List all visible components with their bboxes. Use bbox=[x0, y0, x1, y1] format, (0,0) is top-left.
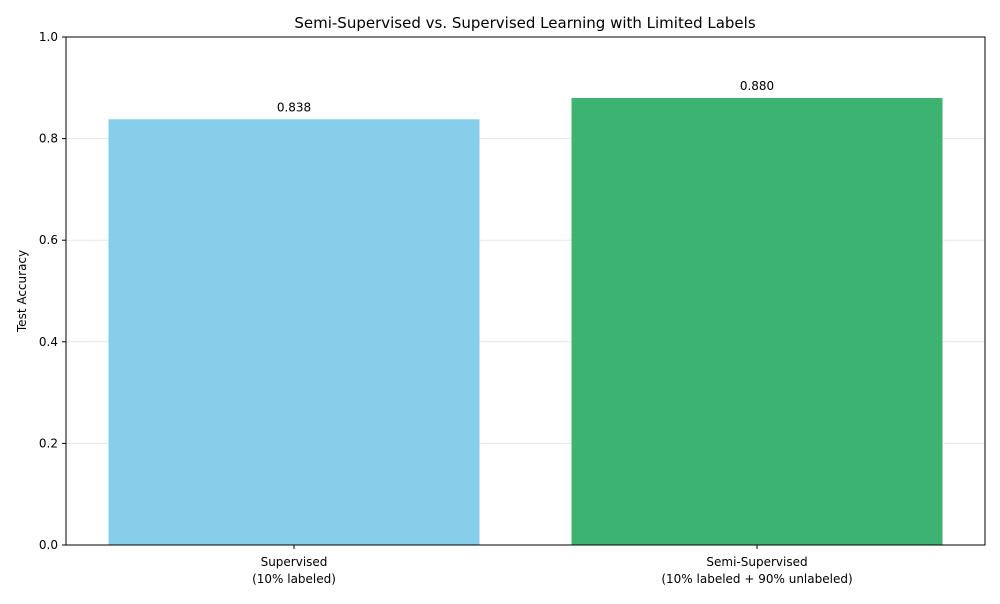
bar-value-label: 0.838 bbox=[277, 100, 311, 114]
y-tick-label: 0.4 bbox=[39, 335, 58, 349]
value-labels: 0.838 0.880 bbox=[277, 79, 774, 114]
plot-area-frame bbox=[65, 36, 986, 546]
bars bbox=[108, 97, 943, 546]
x-axis-ticks: Supervised (10% labeled) Semi-Supervised (1… bbox=[252, 545, 853, 586]
bar-value-label: 0.880 bbox=[740, 79, 774, 93]
x-tick-label: Semi-Supervised (10% labeled + 90% unlabe… bbox=[661, 555, 852, 586]
y-axis-ticks: 0.0 0.2 0.4 0.6 0.8 1.0 bbox=[39, 30, 66, 552]
y-tick-label: 0.6 bbox=[39, 233, 58, 247]
y-tick-label: 0.0 bbox=[39, 538, 58, 552]
bar bbox=[108, 119, 480, 546]
chart-title: Semi-Supervised vs. Supervised Learning … bbox=[294, 14, 755, 32]
y-tick-label: 0.2 bbox=[39, 436, 58, 450]
y-tick-label: 0.8 bbox=[39, 132, 58, 146]
y-tick-label: 1.0 bbox=[39, 30, 58, 44]
y-axis-label: Test Accuracy bbox=[15, 250, 29, 333]
x-tick-label: Supervised (10% labeled) bbox=[252, 555, 336, 586]
bar bbox=[571, 97, 943, 546]
